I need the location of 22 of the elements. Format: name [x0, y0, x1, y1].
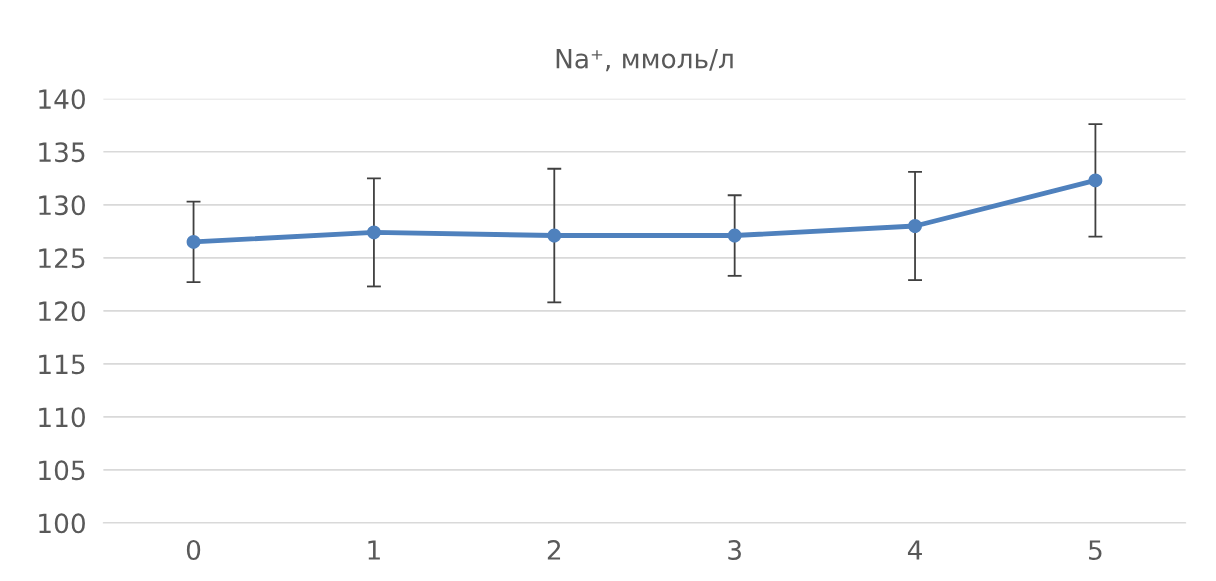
y-tick-label: 125: [39, 248, 85, 269]
point: [1088, 173, 1103, 188]
y-tick-label: 120: [39, 301, 85, 322]
point: [186, 234, 201, 249]
y-tick-label: 130: [39, 195, 85, 216]
y-tick-label: 100: [39, 513, 85, 534]
chart-title: Na⁺, ммоль/л: [556, 48, 733, 72]
point: [366, 225, 381, 240]
y-tick-label: 115: [39, 354, 85, 375]
y-tick-label: 110: [39, 407, 85, 428]
point: [908, 219, 922, 233]
x-tick-label: 2: [547, 540, 561, 560]
x-tick-label: 0: [186, 540, 201, 560]
point: [727, 228, 742, 243]
x-tick-label: 4: [907, 540, 922, 560]
y-tick-label: 140: [39, 89, 85, 110]
y-tick-label: 105: [39, 460, 85, 481]
x-tick-label: 1: [368, 540, 380, 560]
point: [547, 228, 562, 243]
x-tick-label: 3: [728, 540, 741, 560]
x-tick-label: 5: [1089, 540, 1102, 560]
y-tick-label: 135: [39, 142, 85, 163]
